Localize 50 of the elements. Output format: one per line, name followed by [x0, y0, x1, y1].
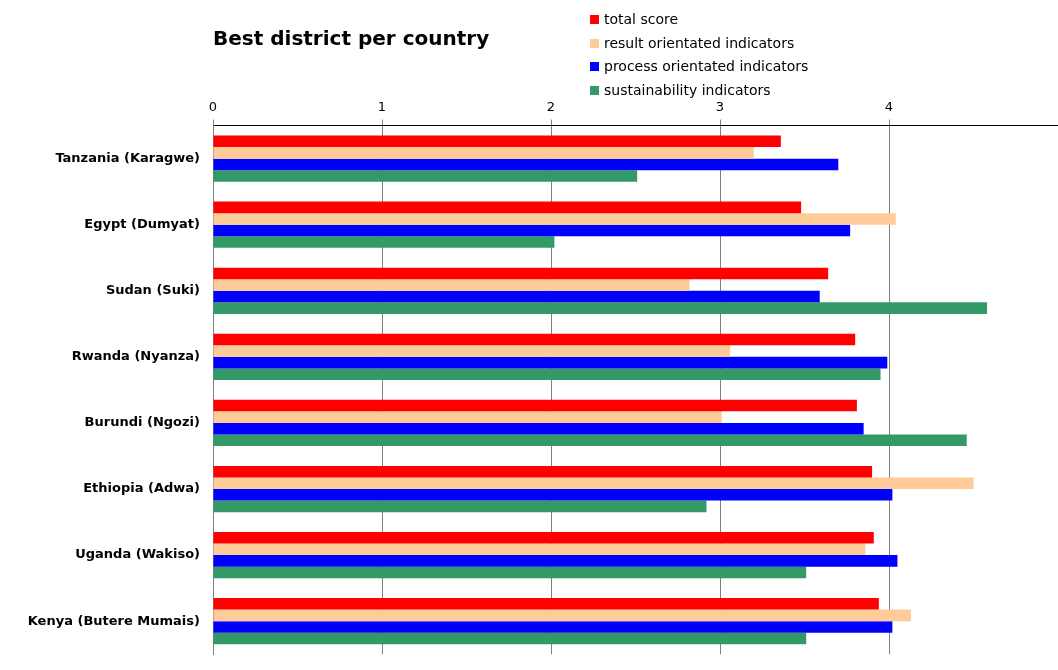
bar	[213, 333, 856, 346]
bar	[213, 399, 857, 412]
bar	[213, 147, 754, 159]
bar	[213, 598, 879, 610]
y-tick-label: Uganda (Wakiso)	[75, 546, 200, 562]
bar	[213, 356, 888, 369]
bar	[213, 411, 722, 423]
x-tick-label: 3	[715, 99, 725, 115]
y-tick-label: Kenya (Butere Mumais)	[27, 612, 200, 628]
y-tick-label: Burundi (Ngozi)	[84, 414, 200, 430]
bar	[213, 201, 802, 214]
x-tick-label: 0	[208, 99, 218, 115]
bar	[213, 213, 896, 225]
y-tick-label: Egypt (Dumyat)	[84, 216, 200, 232]
legend-label: result orientated indicators	[604, 33, 795, 53]
bar	[213, 422, 864, 435]
y-tick-label: Rwanda (Nyanza)	[71, 348, 200, 364]
legend-label: total score	[604, 10, 679, 29]
bar	[213, 158, 839, 171]
bar	[213, 135, 781, 148]
bar	[213, 267, 829, 280]
legend-label: process orientated indicators	[604, 57, 809, 76]
bar	[213, 543, 866, 556]
bar	[213, 236, 555, 248]
bar	[213, 531, 874, 544]
bar	[213, 290, 820, 303]
bar	[213, 345, 731, 357]
bar	[213, 621, 893, 633]
y-tick-label: Tanzania (Karagwe)	[55, 150, 200, 166]
bar	[213, 566, 807, 579]
x-tick-label: 4	[884, 99, 894, 115]
bar	[213, 279, 690, 291]
bar	[213, 465, 873, 478]
bar	[213, 224, 851, 237]
bar	[213, 368, 881, 380]
bar	[213, 477, 974, 490]
bar	[213, 555, 898, 567]
chart-title: Best district per country	[213, 26, 490, 50]
bar	[213, 170, 638, 182]
legend-label: sustainability indicators	[604, 81, 771, 98]
bar	[213, 302, 988, 314]
y-tick-label: Sudan (Suki)	[105, 282, 200, 298]
x-tick-label: 2	[546, 99, 556, 115]
y-tick-label: Ethiopia (Adwa)	[83, 480, 200, 496]
bar	[213, 609, 911, 622]
bar	[213, 434, 967, 447]
x-tick-label: 1	[377, 99, 387, 115]
bar	[213, 632, 807, 645]
bar	[213, 500, 707, 513]
bar	[213, 489, 893, 501]
